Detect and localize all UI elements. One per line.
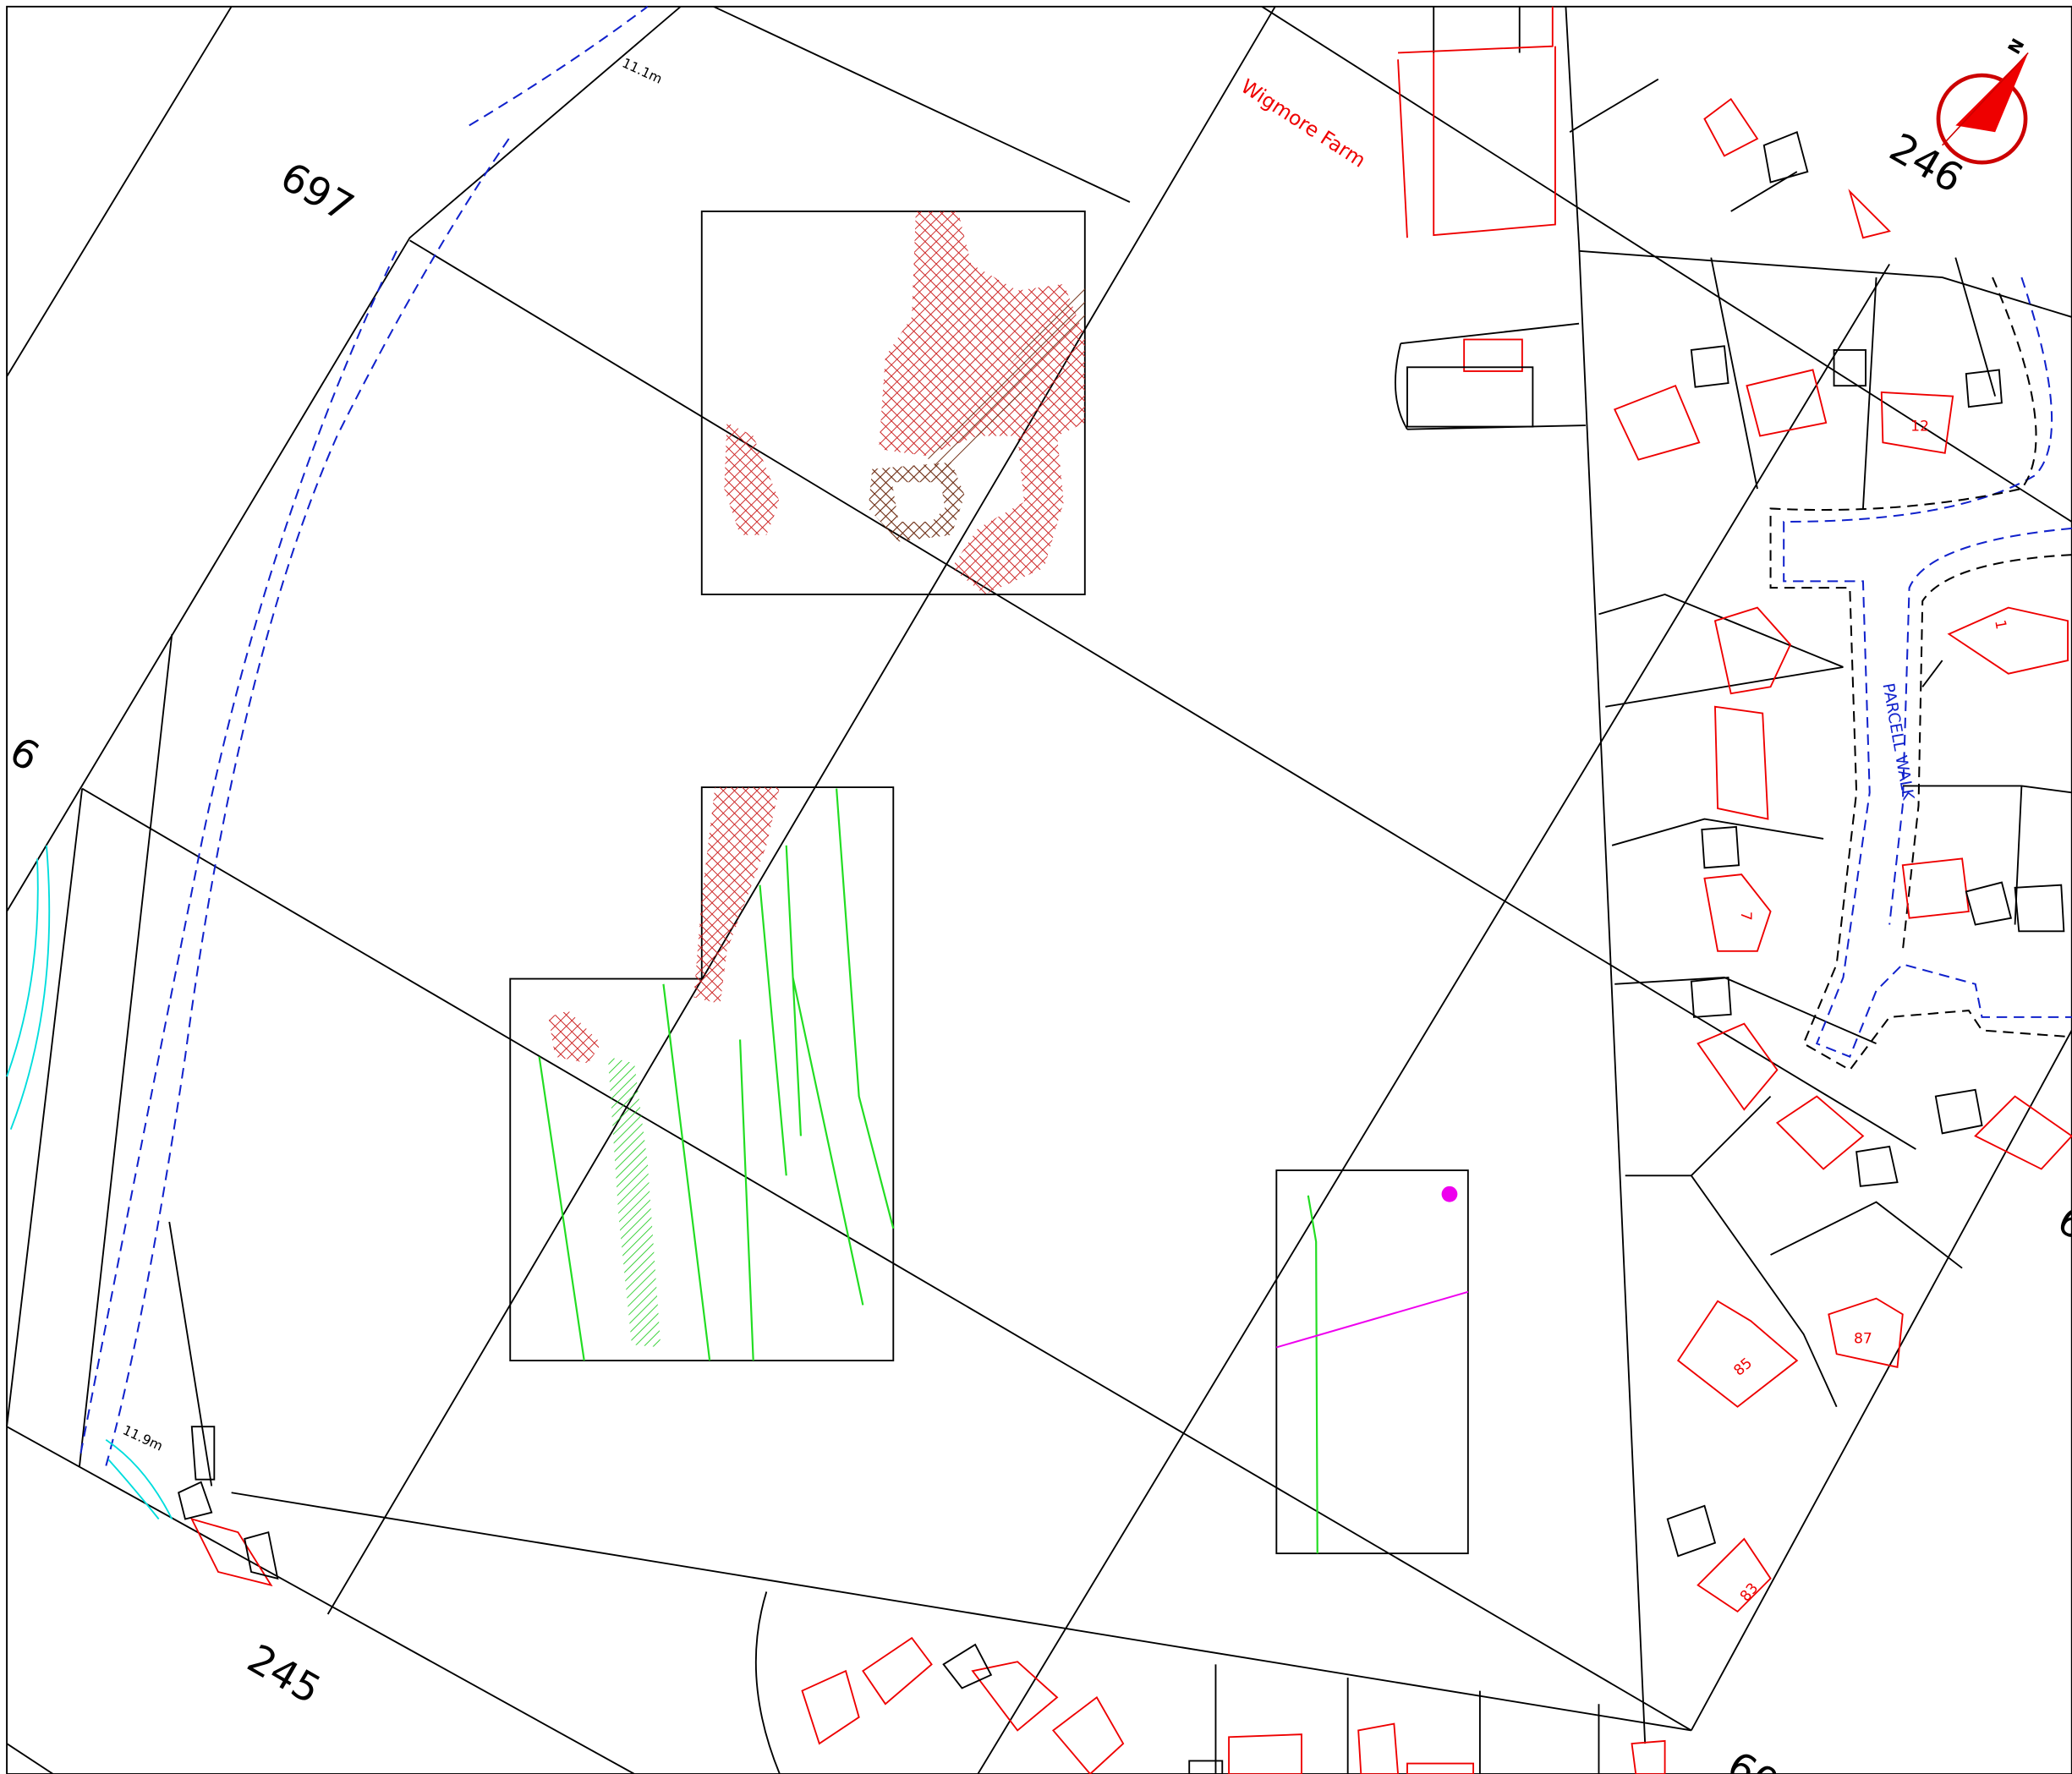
parcel-number: 6 bbox=[2, 729, 47, 781]
parcel-number: 245 bbox=[239, 1636, 327, 1713]
parcel-number: 246 bbox=[1882, 125, 1970, 202]
parcel-number: 6 bbox=[2049, 1197, 2072, 1250]
parcel-number: 60 bbox=[1719, 1744, 1786, 1774]
spot-height: 11.1m bbox=[620, 55, 665, 86]
road-name: PARCELL WALK bbox=[1878, 682, 1916, 802]
house-number: 85 bbox=[1730, 1355, 1756, 1379]
map: 697 246 245 6 6 60 Wigmore Farm 11.1m 11… bbox=[0, 0, 2072, 1774]
parcel-number: 697 bbox=[272, 154, 360, 231]
north-label: N bbox=[2003, 35, 2028, 57]
spot-height: 11.9m bbox=[120, 1422, 165, 1454]
place-name: Wigmore Farm bbox=[1236, 74, 1370, 172]
compass bbox=[1938, 52, 2028, 162]
house-number: 83 bbox=[1737, 1580, 1762, 1606]
house-number: 12 bbox=[1910, 418, 1929, 435]
house-number: 87 bbox=[1854, 1331, 1872, 1348]
linework bbox=[7, 7, 2072, 1774]
hatched-features bbox=[549, 211, 1085, 1347]
road-lines bbox=[7, 7, 2072, 1519]
house-number: 7 bbox=[1737, 912, 1754, 921]
house-number: 1 bbox=[1991, 619, 2009, 631]
